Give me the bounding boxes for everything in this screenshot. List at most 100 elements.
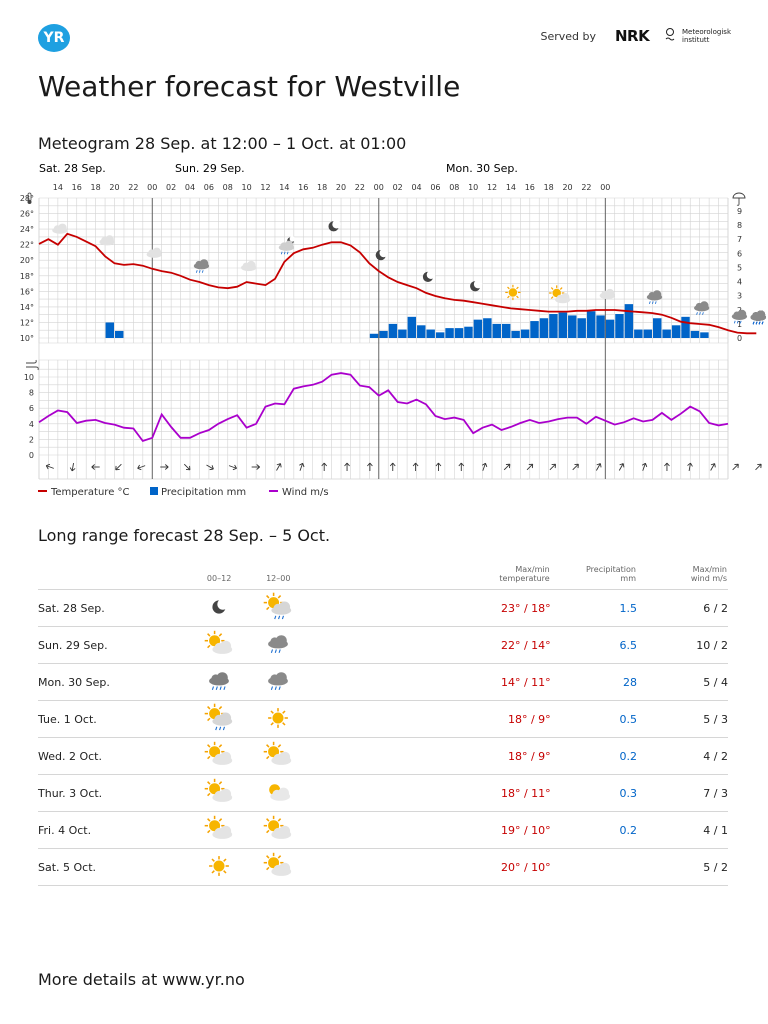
forecast-temperature: 19° / 10° [438,811,551,849]
hour-label: 00 [600,183,610,192]
hour-label: 16 [298,183,308,192]
precipitation-bar [700,332,709,338]
precipitation-bars [105,304,709,338]
sun-cloud-icon [204,778,233,802]
forecast-icon-cell [248,811,308,849]
precipitation-bar [105,322,115,338]
moon-icon [212,598,229,614]
precipitation-bar [426,329,435,338]
hour-label: 16 [525,183,535,192]
forecast-wind: 4 / 1 [637,811,728,849]
wind-arrow [228,464,237,471]
wind-line [38,372,729,443]
precipitation-bar [454,328,464,338]
forecast-row: Mon. 30 Sep. 14° / 11° 28 5 / 4 [38,663,728,701]
hour-label: 18 [91,183,101,192]
forecast-precipitation: 0.5 [550,700,637,738]
precipitation-bar [577,318,586,338]
precipitation-ticks: 9 8 7 6 5 4 3 2 1 0 [737,207,742,343]
met-institute-logo[interactable]: Meteorologisk institutt [682,28,731,44]
forecast-row: Tue. 1 Oct. 18° / 9° 0.5 5 / 3 [38,700,728,738]
cloud-icon [52,223,68,234]
wind-tick: 8 [29,389,34,398]
sun-icon [209,855,229,876]
precipitation-bar [511,330,520,338]
precipitation-bar [681,316,690,338]
hour-label: 20 [336,183,346,192]
wind-arrow [251,464,260,470]
forecast-temperature: 23° / 18° [438,589,551,627]
precipitation-bar [473,319,483,338]
forecast-icon-cell [248,700,308,738]
forecast-wind: 6 / 2 [637,589,728,627]
hour-label: 04 [411,183,421,192]
nrk-logo[interactable]: NRK [615,27,650,45]
cloud-sun-behind-icon [269,783,291,801]
wind-ticks: 10 8 6 4 2 0 [24,373,34,460]
hour-label: 18 [317,183,327,192]
page-title: Weather forecast for Westville [38,70,461,103]
temperature-tick: 18° [20,272,34,281]
precipitation-bar [549,314,558,338]
wind-direction-row [45,462,762,472]
wind-arrow [687,462,693,472]
wind-arrow [710,463,716,471]
wind-arrow [755,463,762,471]
precipitation-bar [558,312,568,338]
hour-label: 22 [355,183,365,192]
hour-label: 08 [449,183,459,192]
forecast-icon-cell [189,626,249,664]
sun-cloud-icon [204,741,233,765]
forecast-precipitation: 0.2 [550,811,637,849]
wind-arrow [572,463,579,471]
forecast-precipitation: 6.5 [550,626,637,664]
spacer [307,589,439,627]
hour-label: 22 [581,183,591,192]
wind-tick: 10 [24,373,34,382]
cloud-rain-icon [646,290,663,305]
col-12-00: 12–00 [266,574,291,583]
hour-label: 00 [147,183,157,192]
precipitation-tick: 7 [737,235,742,244]
temperature-tick: 10° [20,334,34,343]
spacer [307,811,439,849]
precipitation-tick: 4 [737,278,742,287]
meteogram-title: Meteogram 28 Sep. at 12:00 – 1 Oct. at 0… [38,134,407,153]
sun-cloud-rain-icon [204,703,233,730]
temperature-tick: 12° [20,318,34,327]
hour-label: 14 [279,183,289,192]
temperature-tick: 24° [20,225,34,234]
wind-arrow [45,463,54,470]
precipitation-bar [605,319,615,338]
hour-label: 18 [544,183,554,192]
forecast-temperature: 22° / 14° [438,626,551,664]
hour-label: 02 [393,183,403,192]
yr-logo[interactable]: YR [38,24,70,52]
precipitation-bar [643,329,652,338]
hour-label: 20 [562,183,572,192]
forecast-row: Sat. 28 Sep. 23° / 18° 1.5 6 / 2 [38,589,728,627]
wind-arrow [367,462,373,471]
day-labels: Sat. 28 Sep. Sun. 29 Sep. Mon. 30 Sep. [39,162,518,175]
cloud-icon [146,247,162,258]
precipitation-bar [520,329,530,338]
forecast-precipitation: 0.3 [550,774,637,812]
met-line1: Meteorologisk [682,28,732,36]
hour-label: 16 [72,183,82,192]
more-details-link[interactable]: More details at www.yr.no [38,970,245,989]
forecast-row: Sat. 5 Oct. 20° / 10° 5 / 2 [38,848,728,886]
precipitation-bar [435,332,445,338]
cloud-icon [99,235,115,246]
precipitation-bar [492,323,501,338]
moon-icon [328,219,341,232]
forecast-icon-cell [248,663,308,701]
wind-arrow [412,462,419,471]
precipitation-bar [662,329,671,338]
sun-cloud-icon [263,815,292,839]
long-range-header: 00–12 12–00 Max/min temperature Precipita… [38,550,728,590]
forecast-row: Thur. 3 Oct. 18° / 11° 0.3 7 / 3 [38,774,728,812]
forecast-precipitation: 1.5 [550,589,637,627]
temperature-line [38,232,757,335]
temperature-tick: 20° [20,256,34,265]
wind-arrow [458,462,465,471]
